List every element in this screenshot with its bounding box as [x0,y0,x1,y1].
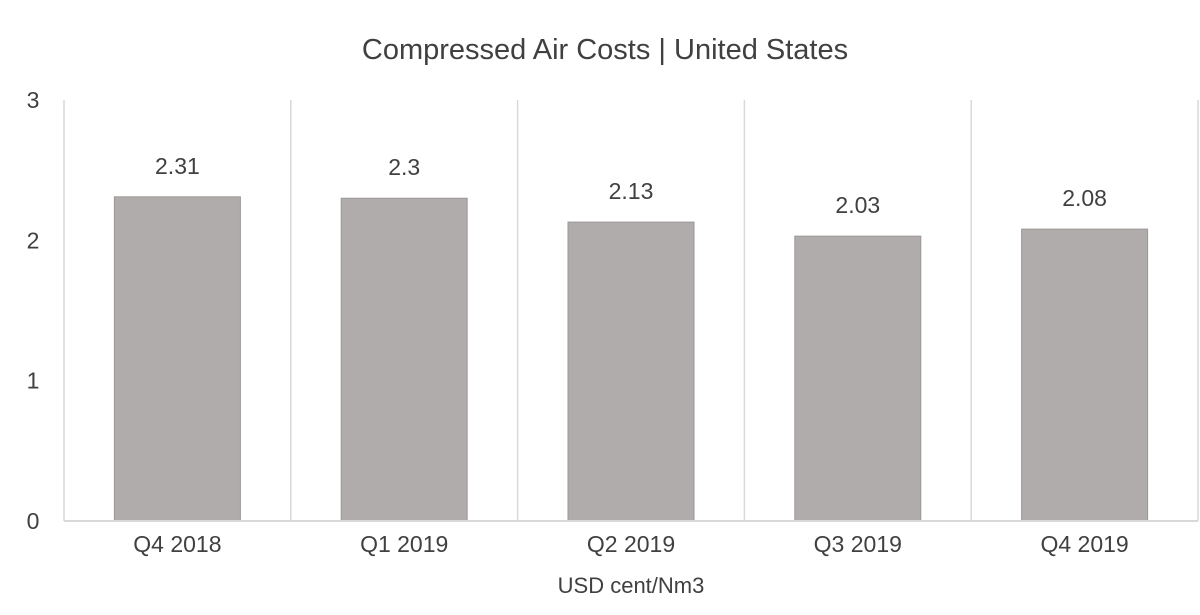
data-label: 2.13 [609,178,654,204]
bars [113,196,1149,522]
data-label: 2.3 [388,154,420,180]
bar [340,197,468,522]
data-labels: 2.31 2.3 2.13 2.03 2.08 [155,153,1107,218]
y-tick-label: 3 [27,87,40,113]
data-label: 2.31 [155,153,200,179]
data-label: 2.08 [1062,185,1107,211]
bar [567,221,695,522]
bar [113,196,241,522]
x-tick-label: Q1 2019 [360,531,448,557]
y-tick-label: 2 [27,227,40,253]
y-tick-label: 1 [27,368,40,394]
chart-title: Compressed Air Costs | United States [362,34,848,66]
grid-lines [63,100,1199,521]
y-axis-ticks: 0 1 2 3 [27,87,40,534]
bar [794,235,922,522]
bar [1021,228,1149,522]
y-tick-label: 0 [27,508,40,534]
x-tick-label: Q3 2019 [814,531,902,557]
data-label: 2.03 [835,192,880,218]
x-tick-label: Q2 2019 [587,531,675,557]
x-axis-ticks: Q4 2018 Q1 2019 Q2 2019 Q3 2019 Q4 2019 [133,531,1128,557]
x-tick-label: Q4 2018 [133,531,221,557]
x-axis-title: USD cent/Nm3 [558,573,705,598]
x-tick-label: Q4 2019 [1040,531,1128,557]
